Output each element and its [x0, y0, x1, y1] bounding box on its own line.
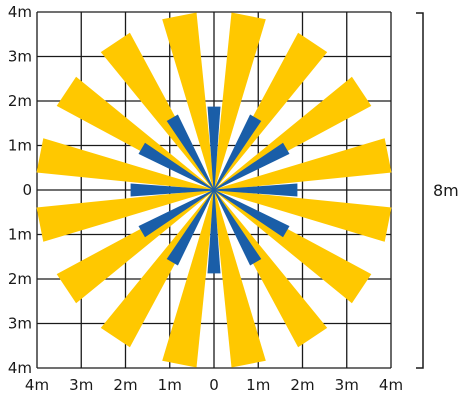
short-range-zone: [207, 190, 221, 274]
long-range-zone: [213, 189, 266, 368]
y-tick-label: 2m: [8, 92, 32, 110]
short-range-zone: [213, 142, 290, 191]
short-range-zone: [207, 106, 221, 190]
long-range-zones: [36, 12, 392, 368]
x-axis-tick-labels: 4m 3m 2m 1m 0 1m 2m 3m 4m: [25, 376, 403, 394]
short-range-zone: [213, 189, 262, 266]
x-tick-label: 1m: [246, 376, 270, 394]
x-tick-label: 0: [209, 376, 219, 394]
x-tick-label: 2m: [113, 376, 137, 394]
y-tick-label: 4m: [8, 359, 32, 377]
long-range-zone: [213, 76, 372, 191]
y-tick-label: 1m: [8, 226, 32, 244]
x-tick-label: 3m: [69, 376, 93, 394]
y-tick-label: 0: [22, 181, 32, 199]
x-tick-label: 4m: [25, 376, 49, 394]
short-range-zones: [130, 106, 298, 274]
dimension-bracket: 8m: [416, 12, 459, 369]
y-tick-label: 1m: [8, 137, 32, 155]
dimension-label: 8m: [433, 181, 459, 200]
x-tick-label: 4m: [379, 376, 403, 394]
y-tick-label: 3m: [8, 48, 32, 66]
long-range-zone: [213, 138, 392, 191]
long-range-zone: [213, 12, 266, 191]
x-tick-label: 2m: [290, 376, 314, 394]
short-range-zone: [213, 114, 262, 191]
y-tick-label: 2m: [8, 270, 32, 288]
bracket-line: [416, 12, 424, 369]
y-axis-tick-labels: 4m 3m 2m 1m 0 1m 2m 3m 4m: [8, 3, 32, 377]
x-tick-label: 3m: [335, 376, 359, 394]
y-tick-label: 3m: [8, 315, 32, 333]
y-tick-label: 4m: [8, 3, 32, 21]
long-range-zone: [100, 32, 215, 191]
long-range-zone: [213, 32, 328, 191]
short-range-zone: [166, 114, 215, 191]
long-range-zone: [56, 76, 215, 191]
long-range-zone: [213, 189, 372, 304]
short-range-zone: [138, 142, 215, 191]
long-range-zone: [100, 189, 215, 348]
short-range-zone: [130, 183, 214, 197]
long-range-zone: [162, 12, 215, 191]
long-range-zone: [162, 189, 215, 368]
long-range-zone: [36, 189, 215, 242]
short-range-zone: [213, 189, 290, 238]
short-range-zone: [138, 189, 215, 238]
long-range-zone: [56, 189, 215, 304]
long-range-zone: [213, 189, 328, 348]
short-range-zone: [214, 183, 298, 197]
x-tick-label: 1m: [158, 376, 182, 394]
long-range-zone: [36, 138, 215, 191]
short-range-zone: [166, 189, 215, 266]
long-range-zone: [213, 189, 392, 242]
